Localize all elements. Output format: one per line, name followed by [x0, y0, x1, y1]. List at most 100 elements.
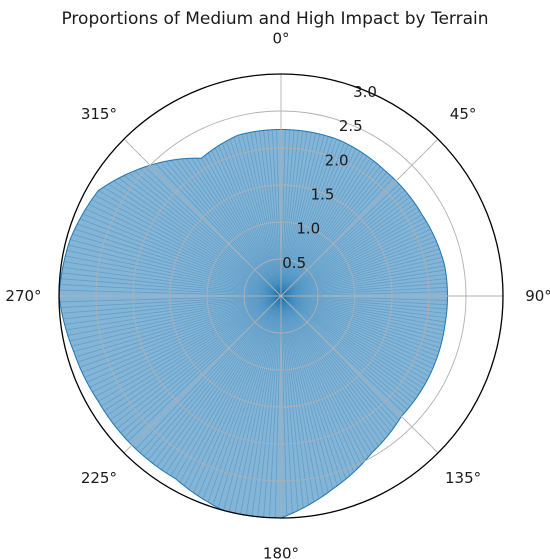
polar-bar	[280, 142, 345, 297]
radial-tick-label: 1.0	[296, 220, 320, 238]
polar-bar	[276, 129, 282, 297]
polar-bar	[280, 155, 368, 297]
polar-bar	[197, 295, 282, 497]
polar-bar	[89, 295, 282, 388]
polar-bar	[280, 295, 448, 301]
polar-bar	[143, 295, 282, 457]
radial-tick-label: 1.5	[311, 185, 335, 203]
polar-bar	[280, 295, 334, 490]
polar-bar	[280, 295, 372, 454]
polar-bar	[135, 295, 282, 450]
polar-bar	[280, 130, 299, 297]
polar-bar	[280, 295, 359, 469]
polar-bar	[280, 295, 446, 323]
polar-bar	[70, 239, 282, 297]
polar-bar	[71, 295, 282, 347]
polar-bar	[280, 221, 427, 297]
polar-bar	[113, 180, 282, 297]
polar-bar	[258, 130, 282, 297]
polar-bar	[280, 136, 329, 297]
polar-bar	[280, 217, 425, 297]
polar-bar	[280, 295, 320, 500]
polar-bar	[280, 295, 389, 436]
polar-bar	[280, 295, 440, 353]
polar-bar	[280, 189, 406, 297]
polar-bar	[280, 295, 309, 506]
polar-bar	[280, 236, 435, 297]
polar-bar	[280, 295, 329, 493]
polar-bar	[160, 162, 282, 297]
angle-tick-label: 225°	[81, 469, 117, 487]
polar-bar	[280, 158, 371, 297]
polar-bar	[280, 295, 293, 514]
polar-bar	[280, 146, 353, 297]
polar-bar	[280, 174, 391, 297]
polar-bar	[69, 295, 282, 342]
polar-bar	[222, 143, 282, 297]
polar-bar	[280, 273, 447, 297]
polar-bar	[181, 158, 282, 297]
polar-bar	[280, 150, 361, 297]
angle-tick-label: 315°	[81, 105, 117, 123]
polar-bar	[280, 295, 405, 414]
angle-tick-label: 270°	[5, 287, 41, 305]
polar-bar	[280, 135, 325, 297]
polar-bar	[280, 295, 411, 407]
polar-bar	[63, 295, 282, 320]
polar-bar	[280, 291, 448, 297]
polar-bar	[280, 131, 308, 297]
polar-bar	[280, 225, 429, 297]
polar-bar	[108, 183, 282, 297]
polar-bar	[280, 295, 435, 365]
polar-bar	[207, 152, 282, 297]
polar-bar	[280, 196, 411, 297]
polar-frame	[58, 73, 504, 519]
polar-bar	[201, 158, 282, 297]
polar-bar	[170, 160, 282, 297]
polar-bar	[72, 233, 282, 297]
radial-tick-labels: 0.5 1.0 1.5 2.0 2.5 3.0	[282, 83, 377, 272]
polar-bar	[110, 295, 282, 421]
polar-bar	[263, 130, 282, 297]
polar-bar	[183, 295, 282, 487]
polar-bar	[66, 250, 282, 297]
polar-bar	[88, 203, 282, 297]
polar-bar	[84, 295, 282, 378]
polar-bar	[280, 295, 315, 503]
polar-bar	[280, 265, 445, 297]
polar-bar	[214, 147, 282, 297]
polar-bar	[280, 295, 408, 410]
polar-bar	[280, 248, 440, 297]
polar-bar	[280, 133, 317, 297]
polar-bar	[73, 295, 282, 352]
polar-bar	[113, 295, 282, 425]
polar-bar	[280, 129, 286, 297]
polar-bar	[120, 295, 282, 434]
polar-bar	[85, 208, 282, 297]
polar-bar	[280, 295, 351, 476]
polar-bar	[280, 171, 388, 297]
polar-bar	[124, 295, 282, 438]
polar-bar	[128, 172, 282, 297]
chart-title: Proportions of Medium and High Impact by…	[61, 9, 489, 29]
polar-bar	[280, 295, 447, 319]
polar-bar	[280, 295, 426, 385]
polar-bar	[280, 295, 304, 508]
polar-bar	[155, 163, 282, 297]
polar-bar	[139, 295, 282, 453]
angle-tick-label: 180°	[263, 545, 299, 559]
polar-bar	[280, 295, 416, 400]
polar-bar	[280, 295, 444, 336]
polar-bar	[280, 295, 445, 327]
polar-bar	[186, 158, 282, 297]
polar-bar	[280, 244, 439, 297]
polar-bar	[280, 269, 446, 297]
polar-bar	[86, 295, 282, 383]
polar-bar	[127, 295, 282, 442]
angular-gridline	[280, 138, 439, 297]
polar-bar	[77, 295, 282, 363]
polar-bar	[280, 295, 299, 511]
polar-bar	[147, 295, 282, 461]
polar-bar	[179, 295, 282, 483]
